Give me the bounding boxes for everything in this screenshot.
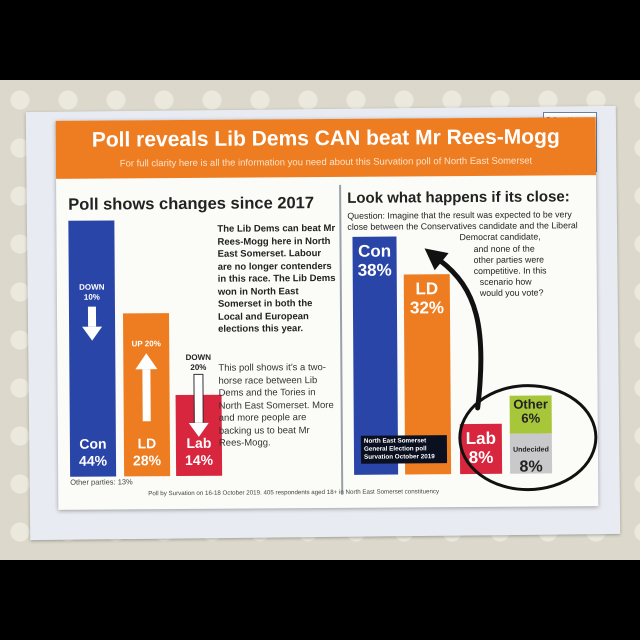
curved-arrow-icon [437,257,484,411]
circled-small-parties [458,384,598,492]
curved-arrow-head [424,248,449,271]
flyer: Poll reveals Lib Dems CAN beat Mr Rees-M… [55,117,599,510]
marker-annotations [424,248,598,492]
